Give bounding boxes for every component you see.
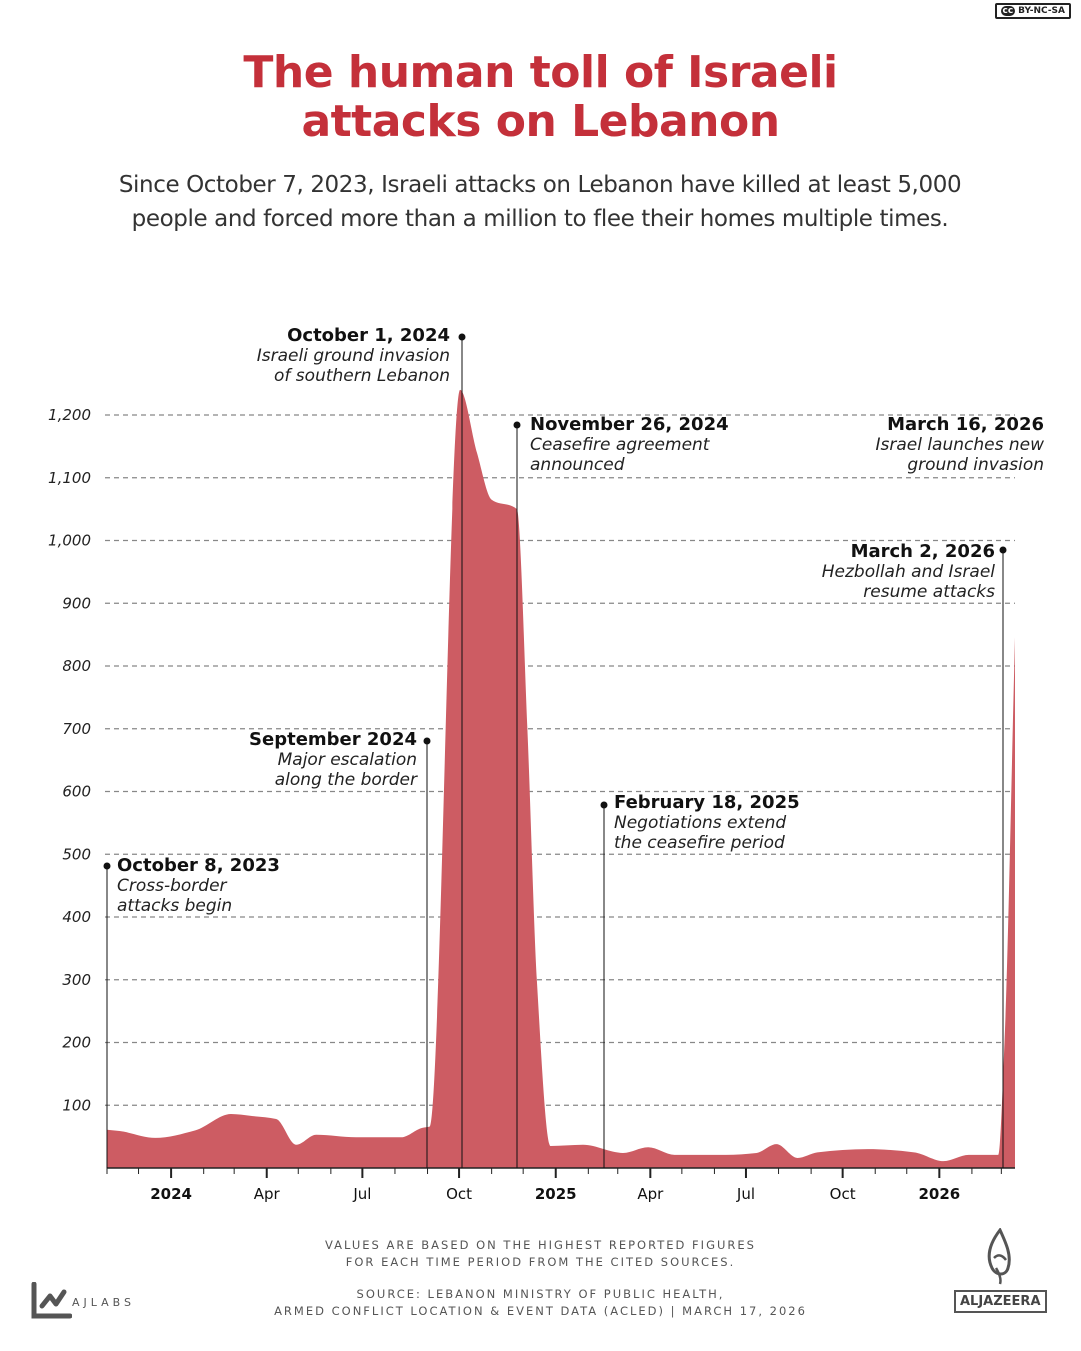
y-tick-label: 600 <box>62 783 91 801</box>
x-tick-label: Apr <box>637 1185 664 1203</box>
annotation-mar-2-2026: March 2, 2026 Hezbollah and Israel resume … <box>821 541 995 603</box>
annotation-mar-16-2026: March 16, 2026 Israel launches new ground … <box>875 414 1044 476</box>
annotation-dot <box>103 862 111 870</box>
license-badge: cc BY-NC-SA <box>994 3 1071 19</box>
y-tick-label: 400 <box>62 908 91 926</box>
deaths-area <box>107 389 1015 1168</box>
annotation-dot <box>513 421 521 429</box>
y-tick-label: 900 <box>62 594 91 612</box>
y-tick-label: 700 <box>62 720 91 738</box>
y-tick-label: 1,100 <box>48 469 91 487</box>
ajlabs-chart-icon <box>31 1281 73 1319</box>
x-tick-label: Oct <box>830 1185 856 1203</box>
cc-icon: cc <box>1000 6 1016 16</box>
x-tick-label: Oct <box>446 1185 472 1203</box>
y-tick-label: 800 <box>62 657 91 675</box>
aljazeera-logo: ALJAZEERA <box>954 1290 1047 1313</box>
source-note: SOURCE: LEBANON MINISTRY OF PUBLIC HEALT… <box>274 1287 807 1318</box>
x-tick-label: 2025 <box>535 1185 577 1203</box>
annotation-dot <box>458 333 466 341</box>
annotation-feb-2025: February 18, 2025 Negotiations extend the … <box>614 792 800 854</box>
annotation-oct-2024: October 1, 2024 Israeli ground invasion of… <box>256 325 450 387</box>
y-tick-label: 100 <box>62 1096 91 1114</box>
annotation-dot <box>999 546 1007 554</box>
y-tick-label: 500 <box>62 845 91 863</box>
annotation-sep-2024: September 2024 Major escalation along the … <box>249 729 417 791</box>
x-tick-label: Jul <box>352 1185 371 1203</box>
annotation-dot <box>423 737 431 745</box>
aljazeera-emblem-icon <box>987 1228 1011 1285</box>
page-title: The human toll of Israeli attacks on Leb… <box>243 47 838 147</box>
y-tick-label: 1,000 <box>48 532 91 550</box>
x-tick-label: 2026 <box>918 1185 960 1203</box>
x-tick-label: 2024 <box>150 1185 192 1203</box>
x-tick-label: Jul <box>736 1185 755 1203</box>
annotation-dot <box>600 801 608 809</box>
y-tick-label: 200 <box>62 1034 91 1052</box>
subtitle: Since October 7, 2023, Israeli attacks o… <box>118 172 962 232</box>
y-tick-label: 1,200 <box>48 406 91 424</box>
annotation-oct-2023: October 8, 2023 Cross-border attacks begin <box>117 855 280 917</box>
x-tick-label: Apr <box>254 1185 281 1203</box>
annotation-nov-2024: November 26, 2024 Ceasefire agreement anno… <box>530 414 729 476</box>
footnote: VALUES ARE BASED ON THE HIGHEST REPORTED… <box>325 1238 756 1269</box>
ajlabs-logo: AJLABS <box>30 1281 131 1326</box>
y-tick-label: 300 <box>62 971 91 989</box>
